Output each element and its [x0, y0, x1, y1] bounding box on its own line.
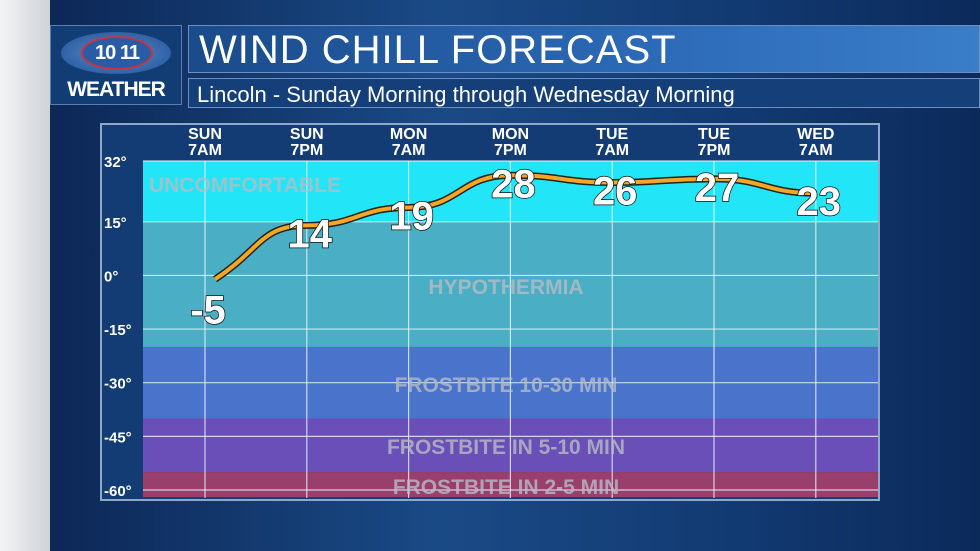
- x-tick-day: MON: [492, 126, 529, 143]
- x-tick-day: TUE: [596, 126, 628, 143]
- x-tick-day: MON: [390, 126, 427, 143]
- logo-number: 10 11: [81, 36, 153, 70]
- subtitle-bar: Lincoln - Sunday Morning through Wednesd…: [188, 78, 980, 108]
- y-tick-label: -60°: [104, 483, 132, 500]
- data-label: 14: [288, 212, 333, 256]
- left-border: [0, 0, 50, 551]
- data-label: 26: [593, 169, 638, 213]
- series-line: [213, 173, 816, 281]
- data-label: 19: [389, 194, 434, 238]
- data-label: 23: [797, 180, 842, 224]
- band-label: UNCOMFORTABLE: [149, 174, 341, 197]
- y-tick-label: -30°: [104, 376, 132, 393]
- station-logo: 10 11 WEATHER: [50, 25, 182, 105]
- y-tick-label: 32°: [104, 154, 127, 171]
- logo-text: WEATHER: [67, 78, 166, 101]
- x-tick-day: SUN: [188, 126, 222, 143]
- x-tick-day: WED: [797, 126, 834, 143]
- data-label: 28: [491, 162, 536, 206]
- x-tick-time: 7PM: [494, 142, 527, 159]
- y-tick-label: -45°: [104, 429, 132, 446]
- y-tick-label: 15°: [104, 215, 127, 232]
- subtitle: Lincoln - Sunday Morning through Wednesd…: [197, 82, 735, 107]
- x-tick-time: 7AM: [799, 142, 833, 159]
- band-label: FROSTBITE IN 2-5 MIN: [393, 476, 619, 499]
- y-tick-label: 0°: [104, 268, 118, 285]
- x-tick-time: 7PM: [698, 142, 731, 159]
- y-tick-label: -15°: [104, 322, 132, 339]
- x-tick-time: 7PM: [290, 142, 323, 159]
- title-bar: WIND CHILL FORECAST: [188, 25, 980, 73]
- data-label: -5: [190, 288, 226, 332]
- x-tick-time: 7AM: [595, 142, 629, 159]
- band-label: FROSTBITE IN 5-10 MIN: [387, 436, 625, 459]
- x-tick-time: 7AM: [188, 142, 222, 159]
- band-label: FROSTBITE 10-30 MIN: [395, 374, 618, 397]
- x-tick-day: SUN: [290, 126, 324, 143]
- data-label: 27: [695, 166, 740, 210]
- x-tick-day: TUE: [698, 126, 730, 143]
- page-title: WIND CHILL FORECAST: [199, 28, 677, 72]
- band-label: HYPOTHERMIA: [428, 276, 583, 299]
- logo-oval: 10 11: [61, 32, 171, 74]
- x-tick-time: 7AM: [392, 142, 426, 159]
